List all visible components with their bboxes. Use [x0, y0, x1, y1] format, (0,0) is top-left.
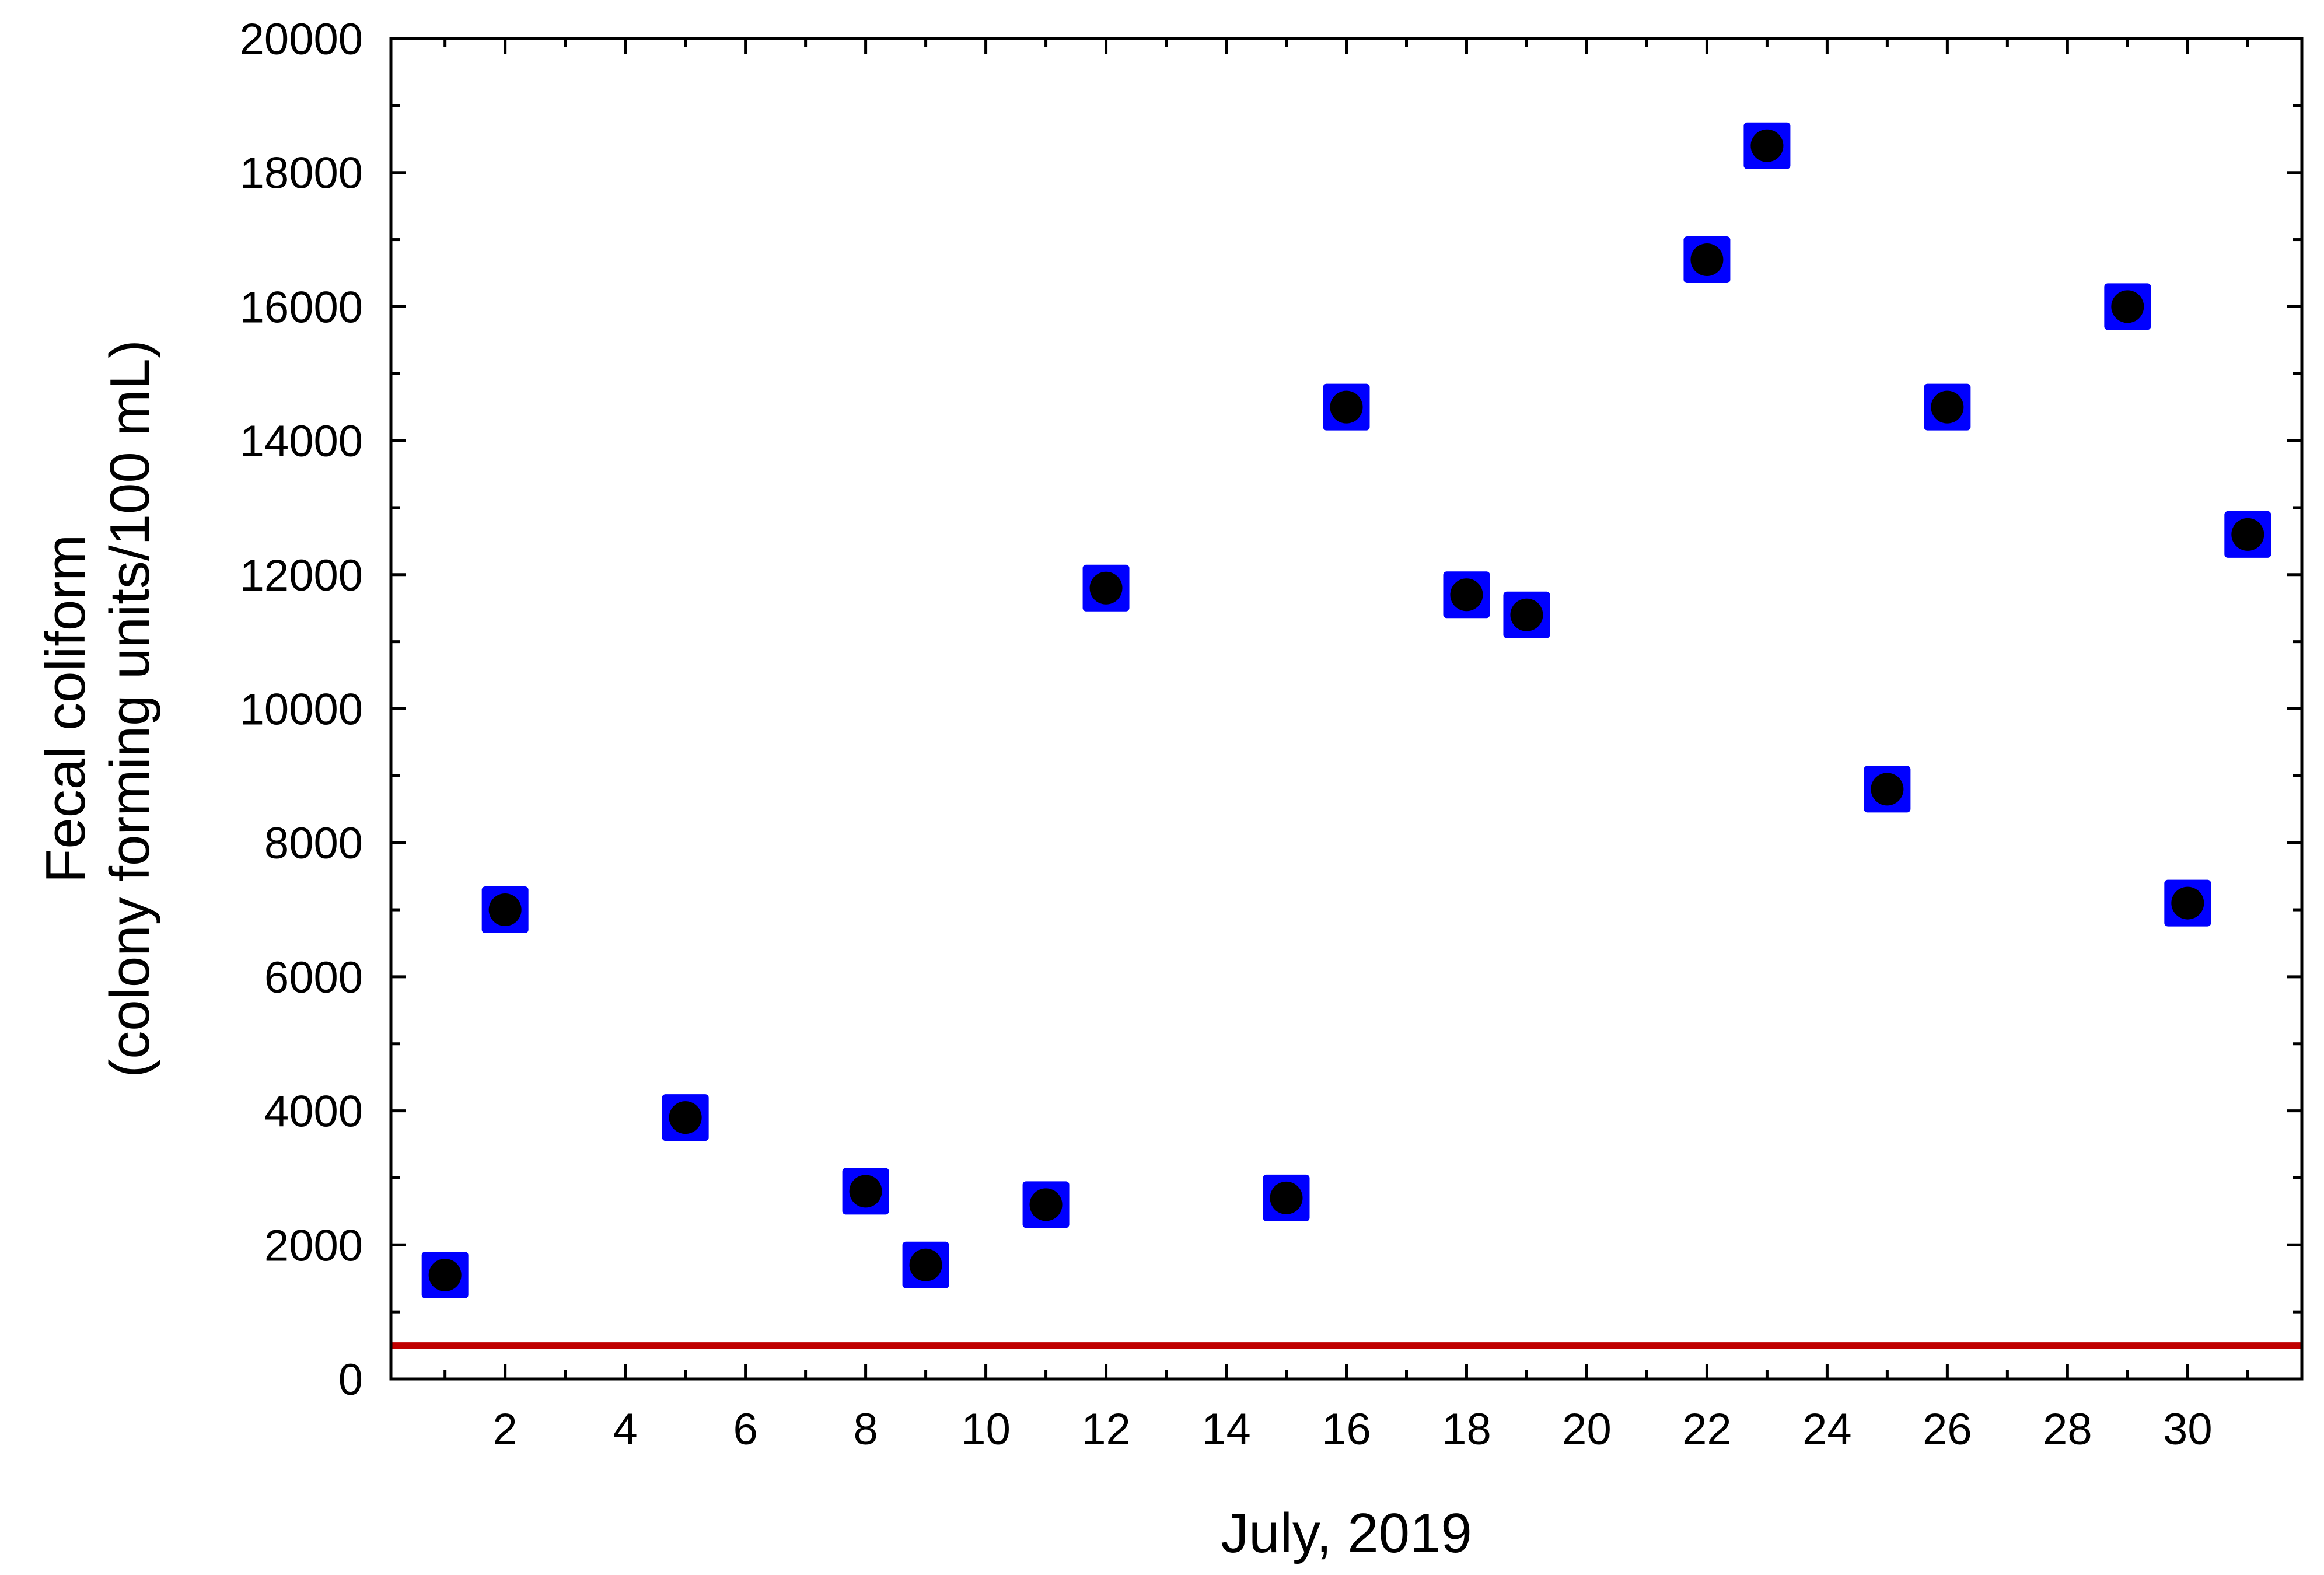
- x-tick-label: 2: [493, 1405, 518, 1454]
- y-tick-label: 12000: [240, 551, 363, 600]
- y-tick-label: 18000: [240, 149, 363, 198]
- x-tick-label: 26: [1923, 1405, 1972, 1454]
- tick-labels-layer: 2 4 6 8 10 12 14 16 18 20 22 24 26 28 3002000400060008…: [240, 15, 2213, 1454]
- x-tick-label: 22: [1682, 1405, 1732, 1454]
- data-point: [481, 886, 529, 934]
- x-tick-label: 6: [733, 1405, 757, 1454]
- data-point-dot: [1330, 390, 1363, 424]
- data-point-dot: [488, 893, 522, 927]
- data-point: [1864, 766, 1911, 813]
- y-tick-label: 8000: [264, 819, 363, 868]
- x-tick-label: 14: [1201, 1405, 1251, 1454]
- data-point-dot: [1089, 571, 1123, 605]
- data-point: [421, 1251, 469, 1298]
- x-tick-label: 16: [1322, 1405, 1371, 1454]
- x-tick-label: 10: [961, 1405, 1011, 1454]
- y-tick-label: 6000: [264, 953, 363, 1003]
- data-point-dot: [2171, 886, 2204, 920]
- data-point-dot: [1270, 1181, 1303, 1214]
- data-point: [1503, 591, 1550, 638]
- x-axis-title: July, 2019: [1221, 1502, 1472, 1564]
- data-point-dot: [1931, 390, 1964, 424]
- x-tick-label: 24: [1802, 1405, 1852, 1454]
- data-point: [1022, 1181, 1070, 1228]
- data-point-dot: [2111, 290, 2144, 323]
- data-point-dot: [1510, 598, 1543, 631]
- y-axis-title-line-2: (colony forming units/100 mL): [99, 340, 161, 1078]
- data-point: [1743, 122, 1791, 169]
- data-point: [902, 1241, 949, 1288]
- data-point: [1082, 564, 1130, 612]
- data-point-dot: [1450, 578, 1483, 612]
- y-tick-label: 10000: [240, 685, 363, 735]
- data-point: [2104, 283, 2151, 330]
- data-point: [2224, 511, 2271, 558]
- x-tick-label: 18: [1442, 1405, 1491, 1454]
- data-point-dot: [1750, 129, 1784, 162]
- x-tick-label: 28: [2043, 1405, 2092, 1454]
- data-point-dot: [1871, 773, 1904, 806]
- data-point-dot: [1029, 1188, 1063, 1221]
- data-point-dot: [1690, 243, 1724, 277]
- data-point-dot: [2231, 518, 2264, 551]
- x-tick-label: 30: [2163, 1405, 2213, 1454]
- x-tick-label: 4: [613, 1405, 638, 1454]
- data-point: [1924, 383, 1971, 431]
- data-point: [662, 1094, 709, 1141]
- plot-frame: [389, 37, 2304, 1381]
- y-axis-title-line-1: Fecal coliform: [34, 535, 97, 883]
- y-tick-label: 0: [338, 1355, 363, 1405]
- data-point: [1443, 571, 1490, 619]
- x-tick-label: 12: [1081, 1405, 1131, 1454]
- y-tick-label: 14000: [240, 417, 363, 466]
- data-point-dot: [849, 1175, 882, 1208]
- y-tick-label: 2000: [264, 1221, 363, 1270]
- x-tick-label: 20: [1562, 1405, 1612, 1454]
- data-point-dot: [669, 1101, 702, 1134]
- x-tick-label: 8: [853, 1405, 878, 1454]
- y-tick-label: 20000: [240, 15, 363, 64]
- data-point: [1263, 1174, 1310, 1221]
- data-point-dot: [909, 1248, 942, 1281]
- data-points-layer: [421, 122, 2271, 1298]
- data-point: [1323, 383, 1370, 431]
- axis-ticks-layer: [391, 37, 2302, 1381]
- y-tick-label: 16000: [240, 282, 363, 332]
- data-point: [2164, 879, 2211, 927]
- data-point: [842, 1168, 889, 1215]
- data-point: [1683, 236, 1731, 284]
- y-tick-label: 4000: [264, 1087, 363, 1137]
- data-point-dot: [428, 1258, 462, 1291]
